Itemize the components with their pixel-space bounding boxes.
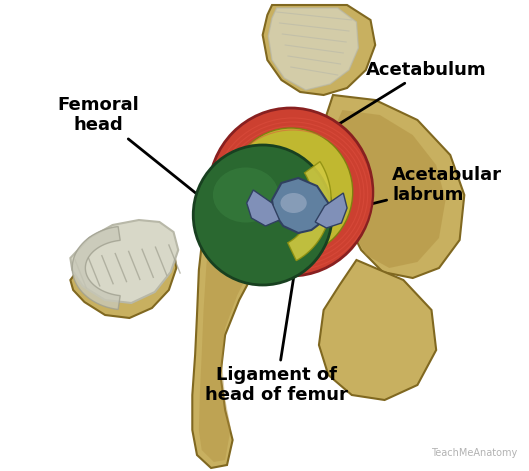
Ellipse shape [229,128,353,256]
Text: Ligament of
head of femur: Ligament of head of femur [205,251,348,405]
Polygon shape [288,162,331,260]
Polygon shape [319,260,436,400]
Ellipse shape [110,292,115,298]
Polygon shape [336,110,445,268]
Ellipse shape [213,168,279,222]
Text: Acetabular
labrum: Acetabular labrum [350,166,502,209]
Ellipse shape [280,193,307,213]
Polygon shape [272,178,329,233]
Polygon shape [70,220,178,303]
Polygon shape [247,190,279,226]
Polygon shape [326,95,464,278]
Polygon shape [263,5,375,95]
Polygon shape [315,193,347,228]
Polygon shape [70,232,176,318]
Text: Acetabulum: Acetabulum [303,61,487,146]
Text: TeachMeAnatomy: TeachMeAnatomy [432,448,518,458]
Text: Femoral
head: Femoral head [58,96,237,226]
Ellipse shape [209,108,373,276]
Polygon shape [72,227,120,309]
Ellipse shape [143,269,148,275]
Ellipse shape [126,257,132,263]
Ellipse shape [193,145,332,285]
Polygon shape [268,8,358,90]
Ellipse shape [133,287,139,293]
Ellipse shape [119,272,125,278]
Polygon shape [193,155,298,468]
Polygon shape [199,163,295,462]
